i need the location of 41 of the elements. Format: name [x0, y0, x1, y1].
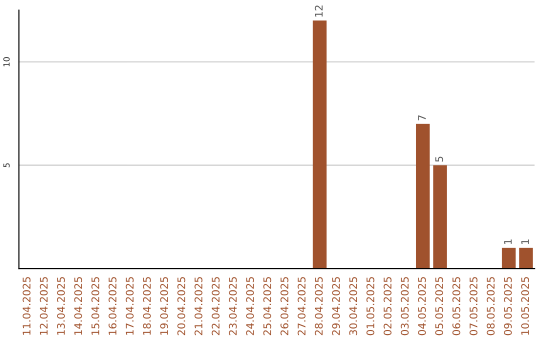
x-tick-label: 22.04.2025	[212, 277, 220, 336]
bar	[416, 124, 430, 269]
x-tick-label: 15.04.2025	[91, 277, 100, 335]
x-tick-label: 30.04.2025	[349, 277, 358, 336]
data-label: 12	[314, 6, 323, 17]
x-tick-label: 19.04.2025	[160, 277, 168, 335]
bar	[502, 248, 516, 269]
data-label: 1	[521, 239, 529, 244]
data-label: 7	[418, 115, 426, 120]
bar	[312, 20, 327, 269]
x-tick-label: 13.04.2025	[57, 277, 65, 335]
bar	[519, 248, 533, 269]
x-tick-label: 18.04.2025	[142, 277, 151, 335]
x-tick-label: 11.04.2025	[22, 277, 31, 335]
x-tick-label: 16.04.2025	[108, 277, 116, 335]
x-tick-label: 28.04.2025	[314, 277, 323, 336]
x-tick-label: 02.05.2025	[384, 277, 392, 336]
x-tick-label: 17.04.2025	[126, 277, 134, 335]
x-tick-label: 27.04.2025	[298, 277, 306, 336]
data-label: 1	[504, 239, 512, 244]
x-tick-label: 09.05.2025	[504, 277, 512, 336]
x-tick-label: 29.04.2025	[332, 277, 340, 336]
x-tick-label: 12.04.2025	[40, 277, 48, 335]
x-tick-label: 25.04.2025	[263, 277, 272, 336]
x-tick-label: 23.04.2025	[228, 277, 237, 336]
bar	[433, 165, 447, 269]
x-tick-label: 20.04.2025	[177, 277, 186, 336]
x-tick-label: 04.05.2025	[418, 277, 426, 336]
y-tick-label: 10	[3, 57, 10, 66]
x-tick-label: 14.04.2025	[74, 277, 82, 335]
x-tick-label: 01.05.2025	[366, 277, 374, 336]
x-tick-label: 07.05.2025	[470, 277, 478, 336]
x-tick-label: 24.04.2025	[246, 277, 254, 336]
x-tick-label: 05.05.2025	[435, 277, 444, 336]
x-tick-label: 03.05.2025	[400, 277, 409, 336]
x-tick-label: 08.05.2025	[486, 277, 495, 336]
data-label: 5	[435, 156, 444, 162]
x-tick-label: 10.05.2025	[521, 277, 530, 335]
x-tick-label: 06.05.2025	[452, 277, 460, 336]
x-tick-label: 26.04.2025	[280, 277, 288, 336]
x-tick-label: 21.04.2025	[194, 277, 202, 336]
